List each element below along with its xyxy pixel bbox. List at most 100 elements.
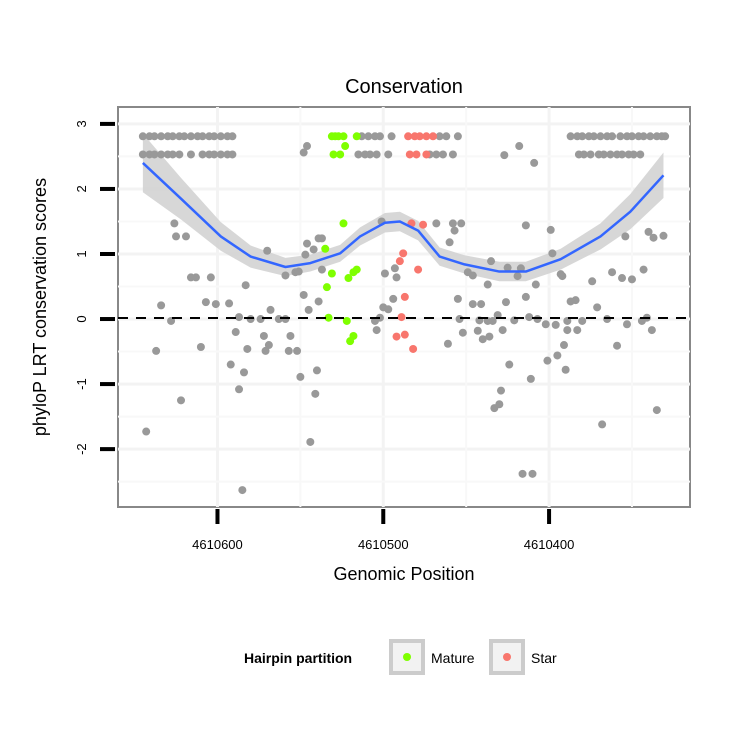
data-point-other: [198, 132, 207, 141]
data-point-other: [578, 316, 587, 325]
legend-dot-star: [503, 653, 511, 661]
data-point-other: [530, 158, 539, 167]
y-axis-label: phyloP LRT conservation scores: [30, 178, 50, 436]
data-point-other: [216, 150, 225, 159]
data-point-other: [652, 406, 661, 415]
data-point-other: [659, 231, 668, 240]
data-point-other: [498, 326, 507, 335]
smooth-curve: [142, 162, 665, 273]
data-point-other: [206, 273, 215, 282]
data-point-other: [588, 277, 597, 286]
data-point-mature: [352, 265, 361, 274]
data-point-other: [503, 263, 512, 272]
data-point-other: [312, 366, 321, 375]
data-point-other: [487, 257, 496, 266]
data-point-other: [548, 249, 557, 258]
data-point-other: [261, 346, 270, 355]
data-point-other: [468, 271, 477, 280]
data-point-other: [553, 351, 562, 360]
data-point-other: [438, 150, 447, 159]
data-point-other: [521, 292, 530, 301]
data-point-other: [579, 150, 588, 159]
data-point-star: [422, 150, 431, 159]
data-point-mature: [339, 132, 348, 141]
data-point-other: [299, 290, 308, 299]
data-point-other: [622, 320, 631, 329]
data-point-other: [299, 148, 308, 157]
data-point-other: [150, 150, 159, 159]
data-point-mature: [339, 219, 348, 228]
data-point-other: [138, 132, 147, 141]
data-point-mature: [341, 142, 350, 151]
data-point-star: [395, 257, 404, 266]
data-point-star: [419, 220, 428, 229]
data-point-star: [400, 330, 409, 339]
data-point-other: [468, 300, 477, 309]
data-point-other: [142, 427, 151, 436]
x-tick-label: 4610600: [192, 537, 243, 552]
data-point-other: [541, 320, 550, 329]
data-point-other: [483, 280, 492, 289]
data-point-other: [293, 346, 302, 355]
data-point-other: [559, 341, 568, 350]
data-point-other: [478, 335, 487, 344]
data-point-other: [639, 132, 648, 141]
data-point-other: [175, 150, 184, 159]
data-point-other: [256, 315, 265, 324]
data-point-other: [354, 150, 363, 159]
data-point-other: [389, 294, 398, 303]
data-point-other: [259, 331, 268, 340]
data-point-other: [372, 150, 381, 159]
data-point-other: [442, 132, 451, 141]
data-point-other: [526, 374, 535, 383]
smooth-line: [142, 162, 665, 273]
data-point-other: [598, 420, 607, 429]
data-point-other: [157, 132, 166, 141]
data-point-other: [636, 150, 645, 159]
data-point-other: [309, 245, 318, 254]
plot-panel: [117, 106, 691, 508]
data-point-other: [303, 239, 312, 248]
legend-dot-mature: [403, 653, 411, 661]
data-point-other: [296, 372, 305, 381]
data-point-other: [303, 142, 312, 151]
data-point-other: [210, 132, 219, 141]
data-point-other: [384, 150, 393, 159]
data-point-other: [551, 320, 560, 329]
data-point-other: [314, 234, 323, 243]
data-point-mature: [344, 274, 353, 283]
chart-title: Conservation: [345, 76, 463, 98]
data-point-other: [228, 150, 237, 159]
data-point-other: [264, 341, 273, 350]
data-point-other: [496, 386, 505, 395]
data-point-other: [314, 297, 323, 306]
data-point-other: [366, 150, 375, 159]
data-point-other: [649, 233, 658, 242]
data-point-other: [448, 219, 457, 228]
data-point-other: [661, 132, 670, 141]
data-point-mature: [324, 313, 333, 322]
data-point-mature: [321, 244, 330, 253]
x-tick-label: 4610400: [524, 537, 575, 552]
data-point-other: [235, 313, 244, 322]
legend: Hairpin partition Mature Star: [244, 639, 557, 675]
data-point-other: [168, 150, 177, 159]
data-point-other: [586, 150, 595, 159]
legend-title: Hairpin partition: [244, 650, 352, 666]
data-point-other: [500, 151, 509, 160]
data-point-other: [627, 275, 636, 284]
data-point-other: [317, 265, 326, 274]
data-point-other: [531, 280, 540, 289]
data-point-other: [240, 368, 249, 377]
data-point-other: [608, 132, 617, 141]
data-point-star: [422, 132, 431, 141]
data-point-other: [196, 343, 205, 351]
data-point-other: [157, 301, 166, 310]
y-tick-label: -2: [74, 443, 89, 455]
y-axis-ticks: 3 2 1 0 -1 -2: [74, 120, 115, 455]
data-point-mature: [336, 150, 345, 159]
data-point-other: [263, 246, 272, 255]
data-point-other: [445, 238, 454, 247]
data-point-other: [593, 303, 602, 312]
